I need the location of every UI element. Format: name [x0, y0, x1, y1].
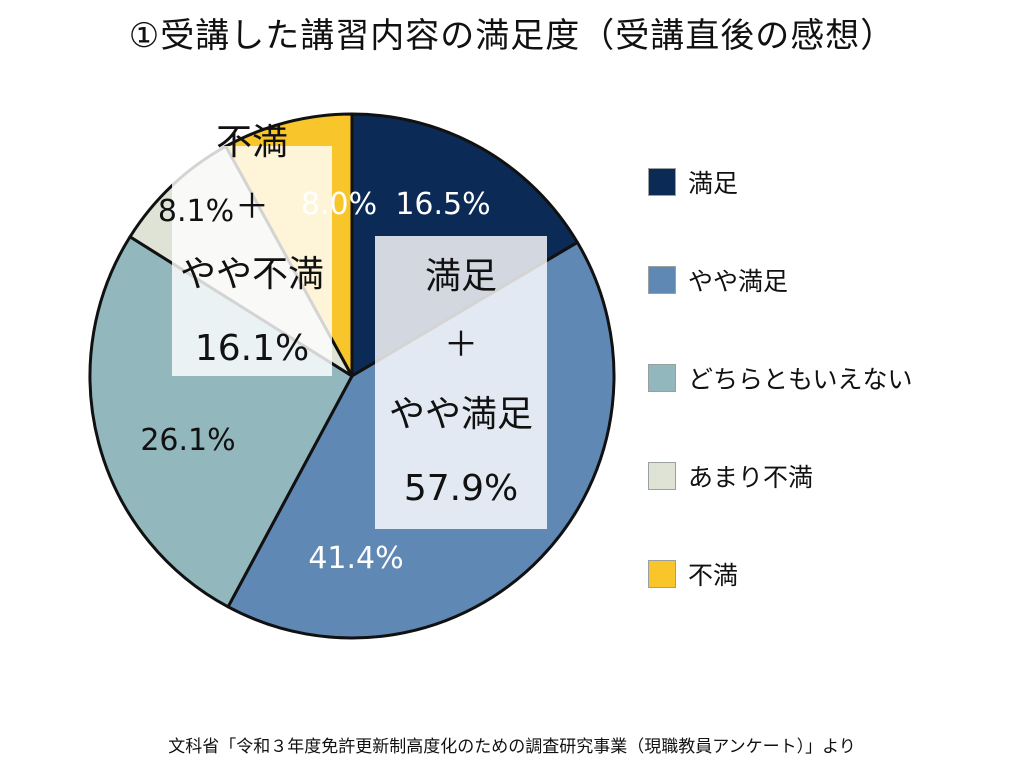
annotation-text: 満足	[425, 256, 497, 297]
legend-swatch	[648, 266, 676, 294]
legend-item: どちらともいえない	[648, 362, 913, 394]
legend: 満足 やや満足 どちらともいえない あまり不満 不満	[648, 166, 913, 656]
legend-item: 不満	[648, 558, 913, 590]
legend-item: やや満足	[648, 264, 913, 296]
slice-value-label: 8.0%	[301, 187, 377, 222]
source-note: 文科省「令和３年度免許更新制高度化のための調査研究事業（現職教員アンケート）」よ…	[168, 737, 856, 757]
slice-value-label: 16.5%	[395, 187, 490, 222]
legend-swatch	[648, 364, 676, 392]
slice-value-label: 26.1%	[140, 423, 235, 458]
annotation-text: 不満	[216, 122, 288, 163]
legend-swatch	[648, 168, 676, 196]
slice-value-label: 41.4%	[308, 541, 403, 576]
annotation-text: やや満足	[389, 394, 533, 435]
legend-label: どちらともいえない	[688, 365, 913, 394]
annotation-text: 57.9%	[404, 468, 518, 509]
legend-swatch	[648, 560, 676, 588]
legend-label: あまり不満	[688, 463, 814, 492]
annotation-text: やや不満	[180, 254, 324, 295]
legend-label: 満足	[688, 169, 739, 198]
slice-value-label: 8.1%	[158, 194, 234, 229]
annotation-text: 16.1%	[195, 328, 309, 369]
legend-label: 不満	[688, 561, 739, 590]
legend-item: 満足	[648, 166, 913, 198]
chart-title: ①受講した講習内容の満足度（受講直後の感想）	[128, 16, 896, 56]
annotation-text: ＋	[235, 187, 269, 227]
annotation-box	[375, 236, 547, 529]
legend-item: あまり不満	[648, 460, 913, 492]
annotation-box	[172, 146, 332, 376]
pie-slice	[88, 235, 354, 609]
annotation-text: ＋	[444, 325, 478, 365]
legend-label: やや満足	[688, 267, 789, 296]
legend-swatch	[648, 462, 676, 490]
